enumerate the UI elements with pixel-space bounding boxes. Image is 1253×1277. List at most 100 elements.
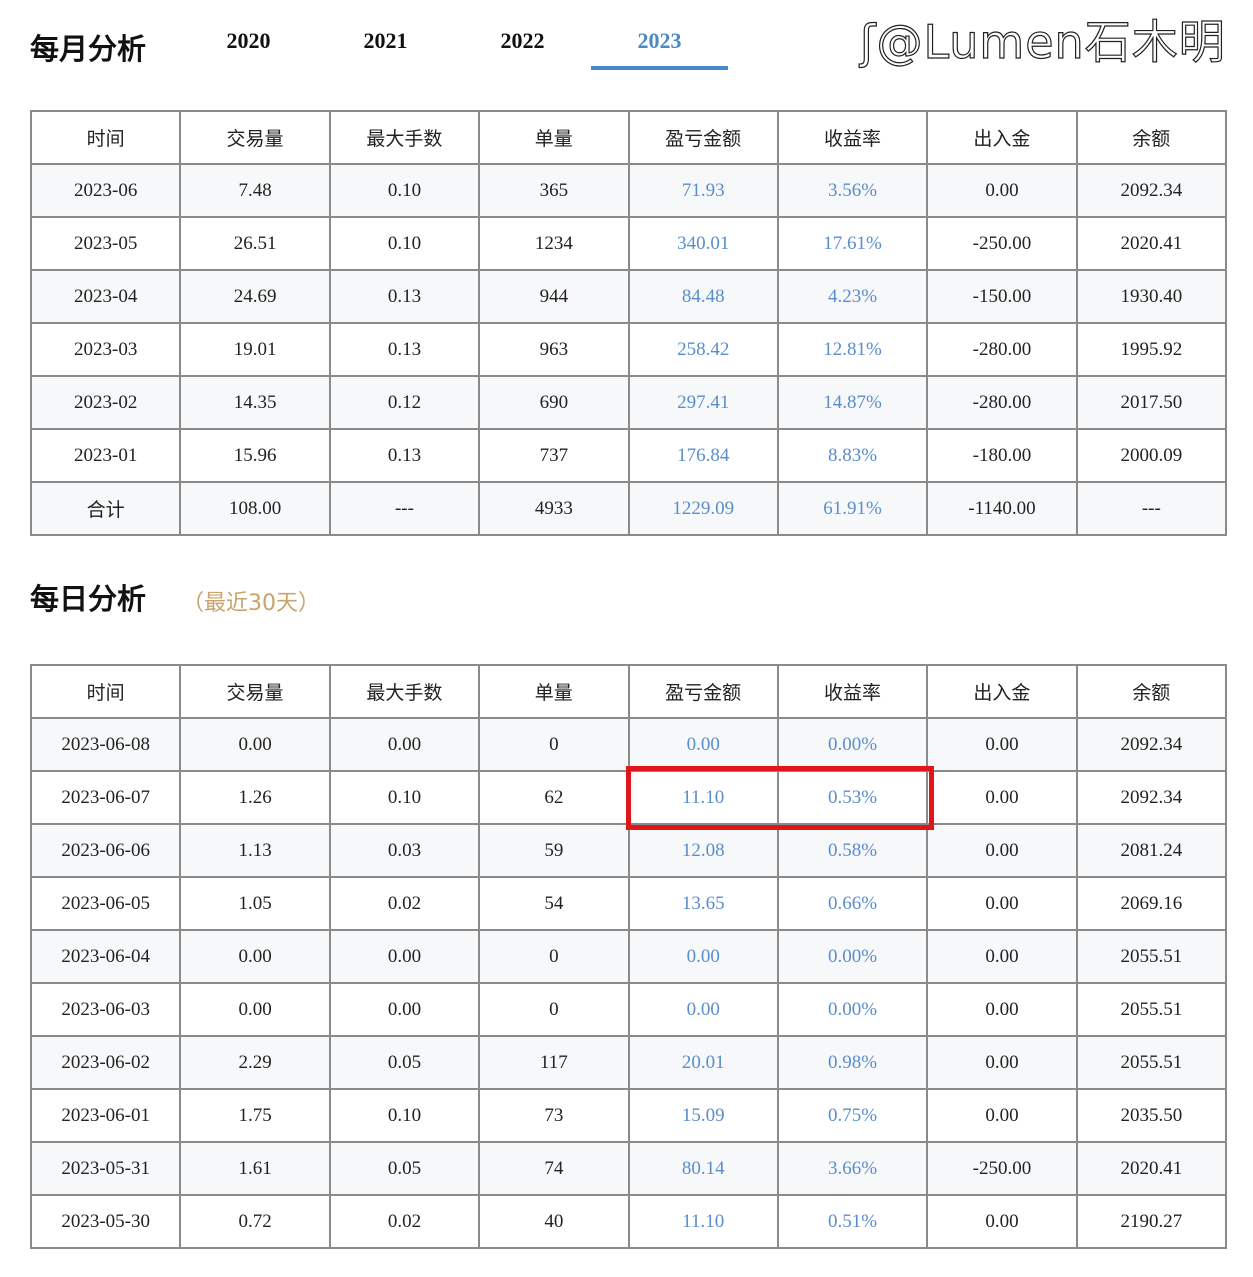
zhihu-logo-icon: ʃ [859, 14, 877, 69]
table-cell: 2023-03 [29, 322, 182, 377]
table-cell: 2023-06-04 [29, 929, 182, 984]
table-cell: 7.48 [179, 163, 331, 218]
table-cell: 0.00 [926, 163, 1078, 218]
tab-2022[interactable]: 2022 [500, 28, 545, 53]
table-cell: 2055.51 [1075, 982, 1228, 1037]
table-cell: 0.00% [776, 929, 929, 984]
table-cell: -180.00 [926, 428, 1078, 483]
tab-2023[interactable]: 2023 [591, 28, 728, 70]
table-cell: 80.14 [627, 1141, 779, 1196]
table-cell: 0.00 [627, 929, 779, 984]
table-cell: 0.75% [776, 1088, 929, 1143]
table-cell: 0.12 [328, 375, 481, 430]
table-row: 2023-02 14.35 0.12 690 297.41 14.87% -280.00 20… [29, 375, 1228, 430]
table-cell: 1.75 [179, 1088, 331, 1143]
table-cell: 0.00 [328, 982, 481, 1037]
column-header: 最大手数 [328, 110, 481, 165]
table-cell: 2023-05 [29, 216, 182, 271]
table-cell: 1229.09 [627, 481, 779, 536]
table-cell: 84.48 [627, 269, 779, 324]
table-cell: 3.66% [776, 1141, 929, 1196]
table-row: 2023-05-31 1.61 0.05 74 80.14 3.66% -250.00 202… [29, 1141, 1228, 1196]
header-row: 时间 交易量 最大手数 单量 盈亏金额 收益率 出入金 余额 [29, 110, 1228, 165]
table-cell: 0.00 [926, 929, 1078, 984]
table-cell: 11.10 [627, 1194, 779, 1249]
tab-2021[interactable]: 2021 [363, 28, 408, 53]
table-cell: 0.03 [328, 823, 481, 878]
table-cell: 2035.50 [1075, 1088, 1228, 1143]
highlight-box [626, 766, 934, 830]
table-cell: 2023-06-08 [29, 717, 182, 772]
table-cell: -280.00 [926, 375, 1078, 430]
table-cell: 15.09 [627, 1088, 779, 1143]
table-cell: 0.00 [926, 1194, 1078, 1249]
table-cell: 108.00 [179, 481, 331, 536]
table-cell: 0.10 [328, 1088, 481, 1143]
table-cell: 1.13 [179, 823, 331, 878]
table-cell: 0.02 [328, 1194, 481, 1249]
table-cell: 0.00 [179, 717, 331, 772]
table-cell: 2023-05-31 [29, 1141, 182, 1196]
table-cell: 26.51 [179, 216, 331, 271]
column-header: 时间 [29, 110, 182, 165]
daily-table: 时间 交易量 最大手数 单量 盈亏金额 收益率 出入金 余额 2023-06-08 0.00 0.0… [29, 664, 1228, 1249]
table-cell: 0.00% [776, 982, 929, 1037]
table-row: 2023-06-04 0.00 0.00 0 0.00 0.00% 0.00 2055.51 [29, 929, 1228, 984]
tab-2020[interactable]: 2020 [226, 28, 271, 53]
table-row: 2023-06 7.48 0.10 365 71.93 3.56% 0.00 2092.34 [29, 163, 1228, 218]
column-header: 最大手数 [328, 664, 481, 719]
table-cell: 0.13 [328, 322, 481, 377]
table-cell: 0.53% [776, 770, 929, 825]
table-cell: 24.69 [179, 269, 331, 324]
table-cell: 0.00% [776, 717, 929, 772]
column-header: 盈亏金额 [627, 664, 779, 719]
column-header: 余额 [1075, 110, 1228, 165]
table-cell: 340.01 [627, 216, 779, 271]
table-cell: 0.00 [627, 717, 779, 772]
table-cell: 合计 [29, 481, 182, 536]
table-cell: 0.00 [926, 717, 1078, 772]
table-cell: 59 [478, 823, 630, 878]
table-cell: 2023-06-06 [29, 823, 182, 878]
table-cell: 2023-06-03 [29, 982, 182, 1037]
column-header: 盈亏金额 [627, 110, 779, 165]
table-cell: 3.56% [776, 163, 929, 218]
table-cell: 0.00 [179, 982, 331, 1037]
table-cell: --- [328, 481, 481, 536]
table-cell: 2023-02 [29, 375, 182, 430]
table-cell: 73 [478, 1088, 630, 1143]
column-header: 交易量 [179, 110, 331, 165]
table-cell: 1995.92 [1075, 322, 1228, 377]
table-row: 2023-03 19.01 0.13 963 258.42 12.81% -280.00 19… [29, 322, 1228, 377]
table-cell: 2020.41 [1075, 1141, 1228, 1196]
table-cell: --- [1075, 481, 1228, 536]
table-cell: 74 [478, 1141, 630, 1196]
table-cell: 0.00 [328, 929, 481, 984]
table-cell: 8.83% [776, 428, 929, 483]
table-cell: 0.13 [328, 269, 481, 324]
table-cell: 0.05 [328, 1141, 481, 1196]
table-row: 2023-06-08 0.00 0.00 0 0.00 0.00% 0.00 2092.34 [29, 717, 1228, 772]
table-cell: 4.23% [776, 269, 929, 324]
table-row: 2023-05-30 0.72 0.02 40 11.10 0.51% 0.00 2190.2… [29, 1194, 1228, 1249]
table-cell: 0.66% [776, 876, 929, 931]
table-cell: 0.00 [179, 929, 331, 984]
column-header: 时间 [29, 664, 182, 719]
table-cell: 2023-06-05 [29, 876, 182, 931]
table-row: 2023-06-03 0.00 0.00 0 0.00 0.00% 0.00 2055.51 [29, 982, 1228, 1037]
table-cell: 2055.51 [1075, 929, 1228, 984]
table-cell: 117 [478, 1035, 630, 1090]
table-cell: 61.91% [776, 481, 929, 536]
column-header: 收益率 [776, 110, 929, 165]
column-header: 出入金 [926, 664, 1078, 719]
table-cell: 2092.34 [1075, 717, 1228, 772]
table-cell: 2000.09 [1075, 428, 1228, 483]
table-cell: 2017.50 [1075, 375, 1228, 430]
table-cell: 0.00 [627, 982, 779, 1037]
table-cell: 258.42 [627, 322, 779, 377]
table-cell: 0.72 [179, 1194, 331, 1249]
table-cell: 11.10 [627, 770, 779, 825]
table-cell: 2190.27 [1075, 1194, 1228, 1249]
watermark: ʃ@Lumen石木明 [859, 14, 1226, 69]
table-cell: 0.00 [926, 1035, 1078, 1090]
